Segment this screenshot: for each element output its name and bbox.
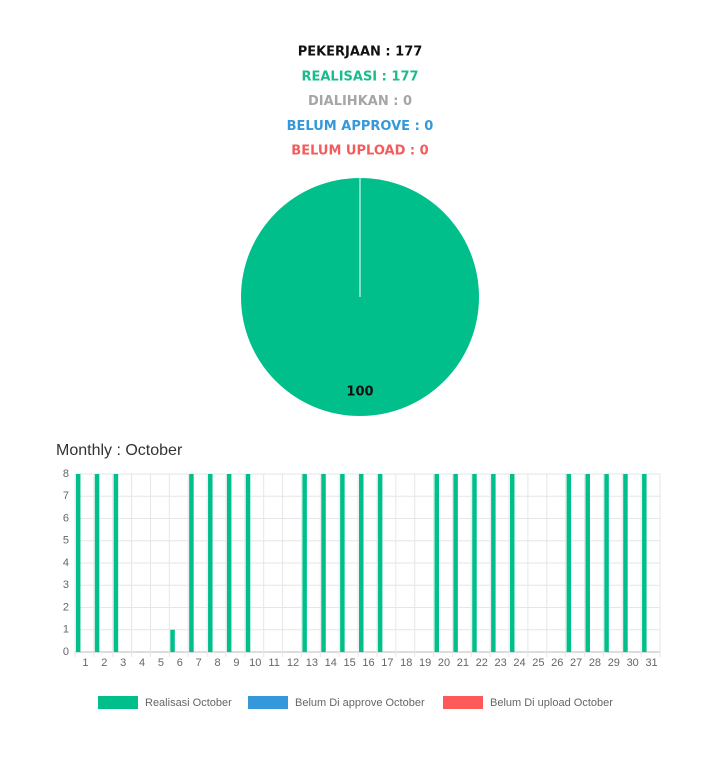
x-tick-label: 16	[362, 657, 374, 669]
bar	[208, 474, 213, 652]
legend-label: Belum Di upload October	[490, 697, 613, 709]
x-tick-label: 3	[120, 657, 126, 669]
bar	[491, 474, 496, 652]
x-tick-label: 1	[82, 657, 88, 669]
x-tick-label: 10	[249, 657, 261, 669]
x-tick-label: 17	[381, 657, 393, 669]
x-tick-label: 11	[268, 657, 279, 669]
bar	[642, 474, 647, 652]
summary-line: BELUM APPROVE : 0	[287, 119, 434, 134]
bar	[377, 474, 383, 652]
pie-label: 100	[346, 385, 373, 400]
y-tick-label: 0	[63, 646, 69, 658]
bar-chart-title: Monthly : October	[56, 442, 183, 459]
x-tick-label: 26	[551, 657, 563, 669]
bar	[113, 474, 119, 652]
summary-line: BELUM UPLOAD : 0	[291, 144, 428, 159]
x-tick-label: 5	[158, 657, 164, 669]
x-tick-label: 28	[589, 657, 601, 669]
x-tick-label: 27	[570, 657, 582, 669]
bar	[472, 474, 477, 652]
x-tick-label: 23	[494, 657, 506, 669]
y-tick-label: 1	[63, 624, 69, 636]
bar	[226, 474, 232, 652]
x-tick-label: 19	[419, 657, 431, 669]
y-tick-label: 6	[63, 512, 69, 524]
y-tick-label: 3	[63, 579, 69, 591]
x-tick-label: 21	[457, 657, 469, 669]
bar	[509, 474, 515, 652]
bar	[340, 474, 345, 652]
bar	[434, 474, 439, 652]
bar	[453, 474, 458, 652]
bar	[321, 474, 326, 652]
x-tick-label: 8	[214, 657, 220, 669]
bar	[75, 474, 81, 652]
x-tick-label: 12	[287, 657, 299, 669]
bar	[302, 474, 307, 652]
x-tick-label: 6	[177, 657, 183, 669]
summary-line: PEKERJAAN : 177	[298, 45, 423, 60]
bar	[189, 474, 194, 652]
x-tick-label: 25	[532, 657, 544, 669]
x-tick-label: 18	[400, 657, 412, 669]
x-tick-label: 4	[139, 657, 145, 669]
legend-swatch	[248, 696, 288, 709]
y-tick-label: 5	[63, 535, 69, 547]
bar	[359, 474, 364, 652]
x-tick-label: 31	[645, 657, 657, 669]
x-tick-label: 2	[101, 657, 107, 669]
y-tick-label: 4	[63, 557, 69, 569]
x-tick-label: 9	[233, 657, 239, 669]
x-tick-label: 22	[476, 657, 488, 669]
legend-swatch	[98, 696, 138, 709]
legend-swatch	[443, 696, 483, 709]
bar	[623, 474, 628, 652]
legend-label: Belum Di approve October	[295, 697, 425, 709]
bar	[170, 629, 175, 652]
summary-line: DIALIHKAN : 0	[308, 94, 412, 109]
x-tick-label: 15	[344, 657, 356, 669]
y-tick-label: 2	[63, 601, 69, 613]
bar	[566, 474, 572, 652]
summary-line: REALISASI : 177	[301, 69, 418, 84]
x-tick-label: 30	[627, 657, 639, 669]
bar	[94, 474, 100, 652]
x-tick-label: 20	[438, 657, 450, 669]
x-tick-label: 13	[306, 657, 318, 669]
legend-label: Realisasi October	[145, 697, 232, 709]
bar	[245, 474, 251, 652]
x-tick-label: 29	[608, 657, 620, 669]
bar	[604, 474, 609, 652]
bar	[585, 474, 590, 652]
x-tick-label: 24	[513, 657, 525, 669]
x-tick-label: 7	[196, 657, 202, 669]
x-tick-label: 14	[325, 657, 337, 669]
y-tick-label: 8	[63, 468, 69, 480]
y-tick-label: 7	[63, 490, 69, 502]
